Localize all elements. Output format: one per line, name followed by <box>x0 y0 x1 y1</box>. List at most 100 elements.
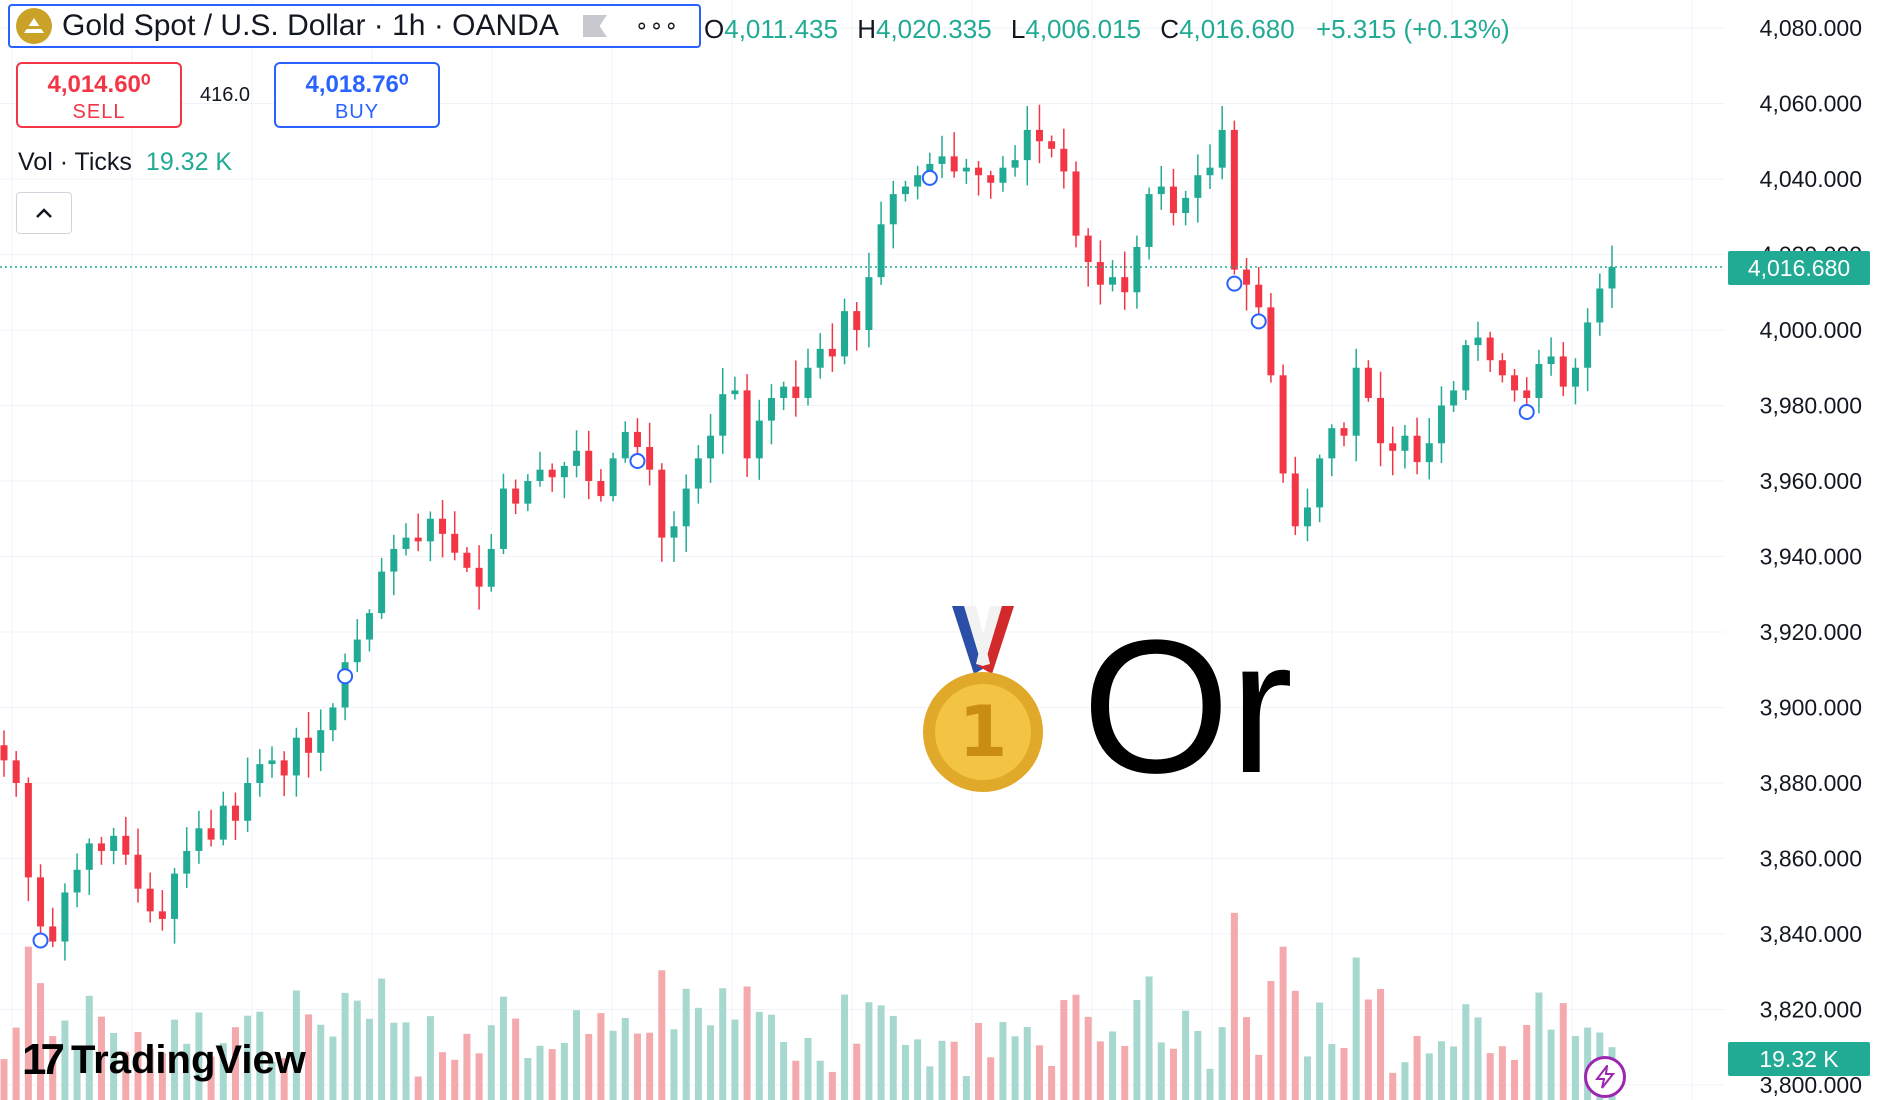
collapse-button[interactable] <box>16 192 72 234</box>
price-tick-label: 4,060.000 <box>1760 91 1862 117</box>
candle-body <box>1547 356 1555 364</box>
volume-bar <box>1523 1024 1531 1100</box>
event-marker <box>1226 275 1243 292</box>
candle-body <box>1596 288 1604 323</box>
volume-bar <box>183 1043 191 1100</box>
volume-bar <box>1206 1068 1214 1100</box>
candle-body <box>487 548 495 587</box>
volume-bar <box>1218 1027 1226 1100</box>
candle-body <box>1352 367 1360 436</box>
flag-icon[interactable] <box>582 15 607 37</box>
candle-body <box>1377 397 1385 444</box>
close-key: C <box>1160 14 1180 44</box>
volume-bar <box>597 1013 605 1100</box>
open-value: 4,011.435 <box>724 14 838 44</box>
volume-bar <box>780 1041 788 1100</box>
candle-body <box>341 662 349 708</box>
volume-bar <box>1035 1045 1043 1100</box>
candle-body <box>475 567 483 587</box>
candle-body <box>1169 186 1177 213</box>
candle-body <box>439 518 447 534</box>
lightning-icon[interactable] <box>1584 1056 1626 1098</box>
volume-bar <box>877 1005 885 1100</box>
candle-body <box>219 805 227 840</box>
candle-body <box>1267 307 1275 376</box>
volume-bar <box>1340 1048 1348 1100</box>
candle-body <box>37 877 45 927</box>
sell-button[interactable]: 4,014.60⁰ SELL <box>16 62 182 128</box>
volume-bar <box>1255 1054 1263 1100</box>
price-tick-label: 3,800.000 <box>1760 1072 1862 1098</box>
symbol-search[interactable]: Gold Spot / U.S. Dollar · 1h · OANDA ∘∘∘ <box>8 4 701 48</box>
volume-bar <box>207 1056 215 1100</box>
volume-bar <box>1462 1004 1470 1100</box>
volume-bar <box>585 1033 593 1100</box>
low-key: L <box>1010 14 1026 44</box>
price-tick-label: 3,880.000 <box>1760 770 1862 796</box>
volume-bar <box>1121 1045 1129 1100</box>
volume-bar <box>853 1043 861 1100</box>
candle-body <box>1559 356 1567 387</box>
volume-bar <box>1182 1010 1190 1100</box>
volume-bar <box>536 1045 544 1100</box>
candle-body <box>1450 390 1458 406</box>
ohlc-legend: O4,011.435 H4,020.335 L4,006.015 C4,016.… <box>704 14 1510 45</box>
volume-bar <box>1011 1036 1019 1100</box>
candle-body <box>1218 129 1226 168</box>
candle-body <box>865 277 873 330</box>
candle-body <box>707 435 715 459</box>
volume-bar <box>621 1017 629 1100</box>
candle-body <box>1462 345 1470 391</box>
volume-bar <box>1084 1016 1092 1100</box>
candle-body <box>1243 269 1251 285</box>
volume-bar <box>134 1032 142 1100</box>
candle-body <box>792 386 800 398</box>
candle-body <box>1048 141 1056 149</box>
buy-button[interactable]: 4,018.76⁰ BUY <box>274 62 440 128</box>
event-marker <box>1250 313 1267 330</box>
volume-bar <box>1571 1036 1579 1100</box>
candle-body <box>1109 277 1117 285</box>
volume-bar <box>524 1057 532 1100</box>
candle-body <box>317 730 325 753</box>
candle-body <box>244 783 252 821</box>
candle-body <box>682 488 690 527</box>
close-value: 4,016.680 <box>1179 14 1295 44</box>
candle-body <box>256 764 264 783</box>
volume-bar <box>1316 1002 1324 1100</box>
volume-bar <box>1389 1072 1397 1100</box>
candle-body <box>1194 175 1202 198</box>
volume-bar <box>633 1033 641 1100</box>
volume-bar <box>256 1011 264 1100</box>
candle-body <box>280 760 288 776</box>
volume-bar <box>1425 1053 1433 1100</box>
candle-body <box>1498 360 1506 376</box>
volume-bar <box>804 1037 812 1100</box>
event-marker <box>32 932 49 949</box>
candle-body <box>158 911 166 919</box>
volume-bar <box>841 994 849 1100</box>
price-tick-label: 4,080.000 <box>1760 15 1862 41</box>
candle-body <box>207 828 215 840</box>
candle-body <box>877 224 885 278</box>
candle-body <box>24 783 32 878</box>
volume-bar <box>792 1060 800 1100</box>
volume-bar <box>901 1044 909 1100</box>
candle-body <box>1413 435 1421 463</box>
last-price-tag: 4,016.680 <box>1728 251 1870 285</box>
candle-body <box>195 828 203 851</box>
volume-bar <box>865 1002 873 1100</box>
more-options-icon[interactable]: ∘∘∘ <box>634 13 680 38</box>
volume-bar <box>219 1043 227 1100</box>
candle-body <box>1608 267 1616 289</box>
candlestick-series <box>0 104 1616 961</box>
candle-body <box>1437 405 1445 444</box>
volume-bar <box>475 1053 483 1100</box>
volume-bar <box>85 995 93 1100</box>
candle-body <box>85 843 93 870</box>
volume-bar <box>61 1020 69 1100</box>
volume-bar <box>1145 976 1153 1100</box>
volume-bar <box>1048 1065 1056 1100</box>
candle-body <box>0 745 8 761</box>
